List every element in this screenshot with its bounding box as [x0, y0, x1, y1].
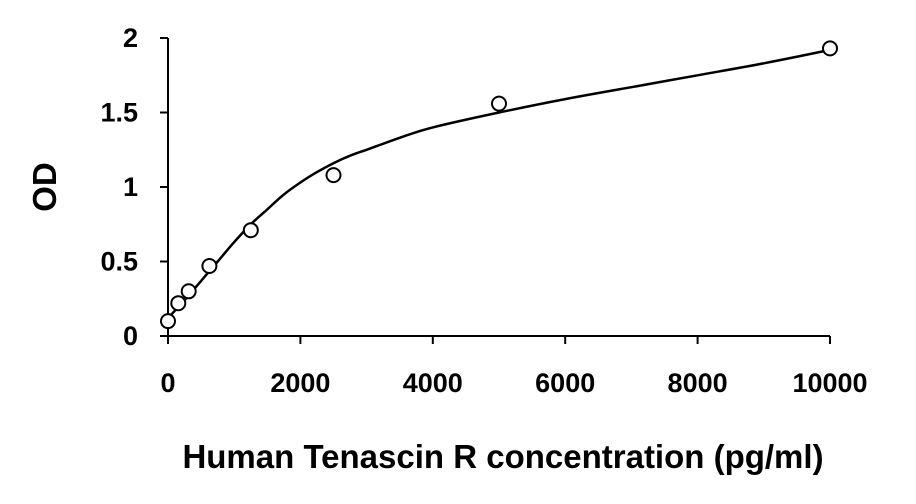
x-axis-ticks: 0 2000 4000 6000 8000 10000: [160, 336, 868, 398]
data-point: [180, 283, 197, 300]
x-tick-label: 8000: [668, 368, 728, 398]
y-tick-label: 2: [123, 23, 138, 53]
data-point: [201, 258, 218, 274]
x-tick-label: 4000: [403, 368, 463, 398]
data-point: [325, 167, 342, 184]
x-tick-label: 0: [160, 368, 175, 398]
x-tick-label: 2000: [270, 368, 330, 398]
y-axis-title: OD: [26, 162, 63, 212]
data-point: [491, 95, 507, 112]
data-point: [170, 295, 187, 312]
x-tick-label: 6000: [535, 368, 595, 398]
fit-curve: [167, 48, 831, 319]
x-axis-title: Human Tenascin R concentration (pg/ml): [182, 438, 823, 475]
data-point: [242, 222, 259, 239]
y-tick-label: 0: [123, 321, 138, 351]
x-tick-label: 10000: [792, 368, 867, 398]
y-tick-label: 0.5: [100, 247, 138, 277]
data-points: [160, 40, 838, 330]
y-axis-ticks: 0 0.5 1 1.5 2: [100, 23, 168, 351]
data-point: [822, 40, 838, 57]
data-point: [160, 313, 176, 330]
y-tick-label: 1: [123, 172, 138, 202]
y-tick-label: 1.5: [100, 98, 138, 128]
